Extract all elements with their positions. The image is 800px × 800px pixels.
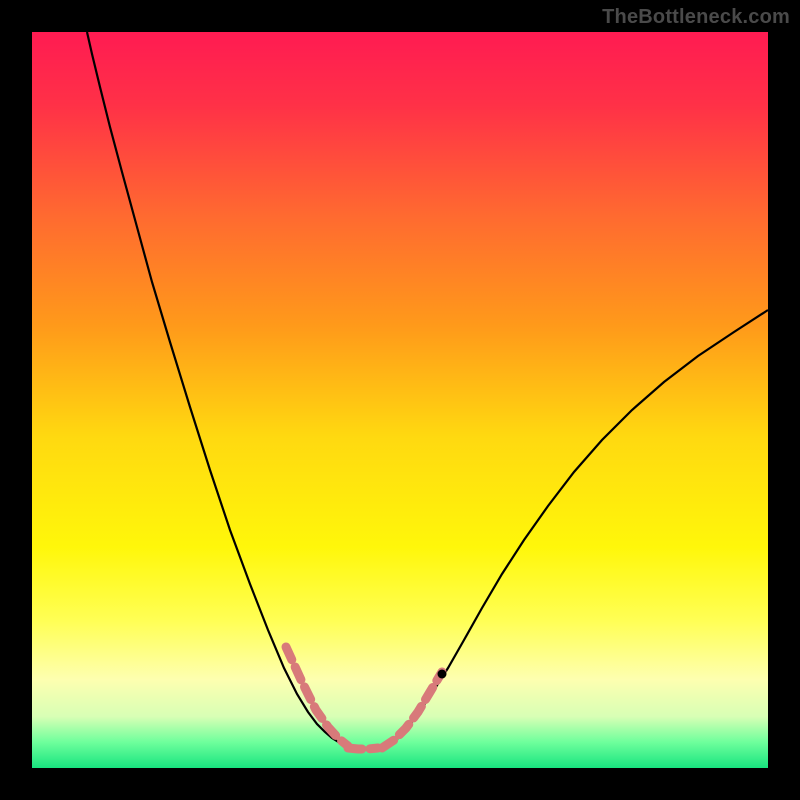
watermark-text: TheBottleneck.com bbox=[602, 6, 790, 29]
bottleneck-curve bbox=[87, 32, 768, 748]
curve-layer bbox=[32, 32, 768, 768]
plot-area bbox=[32, 32, 768, 768]
dashed-segment-0 bbox=[286, 647, 348, 746]
trough-dot bbox=[438, 670, 447, 679]
dashed-segment-2 bbox=[382, 672, 442, 748]
dashed-segment-1 bbox=[348, 748, 378, 749]
